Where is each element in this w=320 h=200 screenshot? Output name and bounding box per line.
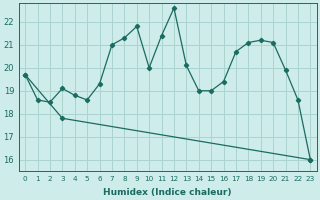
X-axis label: Humidex (Indice chaleur): Humidex (Indice chaleur): [103, 188, 232, 197]
